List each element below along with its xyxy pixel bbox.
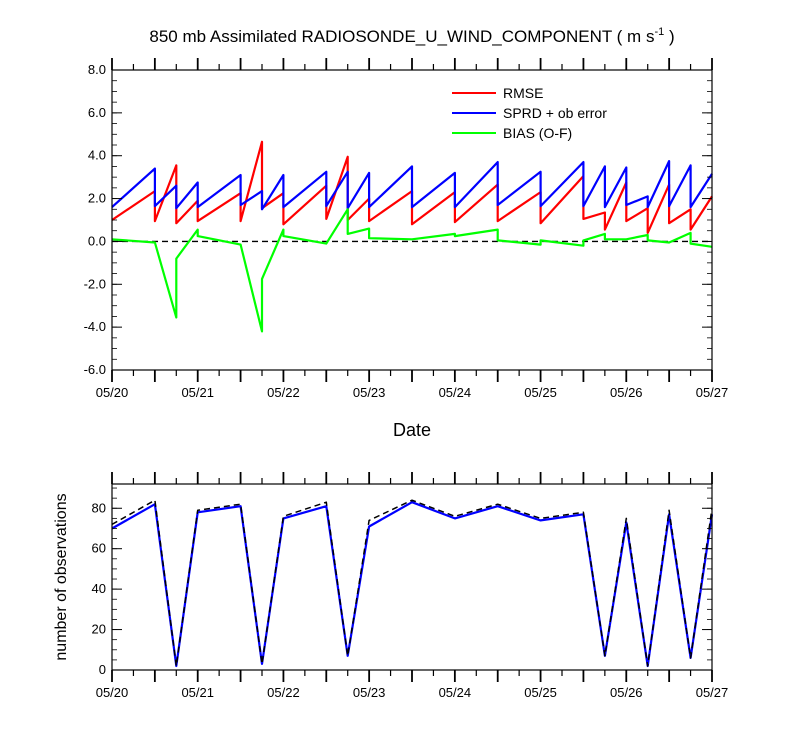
y-tick-label: 20 (92, 622, 106, 637)
y-axis-label-observations: number of observations (53, 493, 70, 660)
y-tick-label: 8.0 (88, 62, 106, 77)
series-line-assimilated (111, 501, 714, 668)
legend: RMSE SPRD + ob error BIAS (O-F) (452, 85, 607, 141)
top-plot-area (111, 140, 713, 333)
chart-title: 850 mb Assimilated RADIOSONDE_U_WIND_COM… (149, 26, 674, 46)
top-panel: -6.0 -4.0 -2.0 0.0 2.0 4.0 6.0 8.0 05/20 05/21 05/… (84, 58, 729, 400)
x-tick-label: 05/24 (439, 385, 472, 400)
x-tick-label: 05/22 (267, 685, 300, 700)
y-tick-label: -2.0 (84, 276, 106, 291)
y-tick-label: 6.0 (88, 105, 106, 120)
x-tick-label: 05/20 (96, 385, 129, 400)
legend-label: BIAS (O-F) (503, 125, 572, 141)
top-axis-ticks: -6.0 -4.0 -2.0 0.0 2.0 4.0 6.0 8.0 05/20 05/21 05/… (84, 58, 729, 400)
x-tick-label: 05/21 (181, 685, 214, 700)
x-tick-label: 05/21 (181, 385, 214, 400)
y-tick-label: 40 (92, 581, 106, 596)
x-tick-label: 05/26 (610, 385, 643, 400)
y-tick-label: -6.0 (84, 362, 106, 377)
x-tick-label: 05/26 (610, 685, 643, 700)
x-tick-label: 05/23 (353, 685, 386, 700)
x-tick-label: 05/25 (524, 385, 557, 400)
y-tick-label: 80 (92, 500, 106, 515)
bottom-axis-ticks: 0 20 40 60 80 05/20 05/21 05/22 05/23 05/24 05/25 0… (92, 472, 729, 700)
series-line-sprd-ob-error (111, 160, 713, 211)
x-tick-label: 05/22 (267, 385, 300, 400)
series-line-bias-o-f (111, 208, 713, 333)
x-tick-label: 05/27 (696, 685, 729, 700)
y-tick-label: 0.0 (88, 233, 106, 248)
y-tick-label: 4.0 (88, 148, 106, 163)
y-tick-label: -4.0 (84, 319, 106, 334)
x-tick-label: 05/25 (524, 685, 557, 700)
x-axis-label: Date (393, 420, 431, 440)
y-tick-label: 0 (99, 662, 106, 677)
legend-label: RMSE (503, 85, 543, 101)
chart-title-superscript: -1 (654, 26, 664, 38)
x-tick-label: 05/20 (96, 685, 129, 700)
y-tick-label: 2.0 (88, 191, 106, 206)
bottom-panel: 0 20 40 60 80 05/20 05/21 05/22 05/23 05/24 05/25 0… (92, 472, 729, 700)
series-line-possible (111, 499, 713, 667)
x-tick-label: 05/23 (353, 385, 386, 400)
chart-title-end: ) (664, 27, 674, 46)
y-tick-label: 60 (92, 541, 106, 556)
x-tick-label: 05/27 (696, 385, 729, 400)
x-tick-label: 05/24 (439, 685, 472, 700)
legend-label: SPRD + ob error (503, 105, 607, 121)
bottom-plot-area (111, 499, 714, 668)
chart-title-main: 850 mb Assimilated RADIOSONDE_U_WIND_COM… (149, 27, 654, 46)
